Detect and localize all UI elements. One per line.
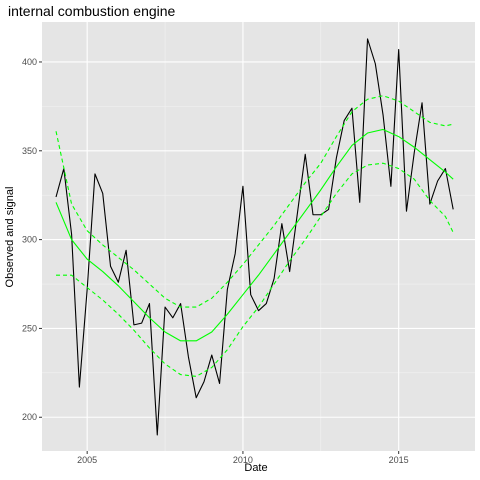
series-line-0 [55,38,454,436]
y-tick-label: 350 [22,146,37,156]
plot-panel [42,22,475,451]
y-tick-label: 300 [22,235,37,245]
series-line-1 [55,128,454,342]
y-tick-label: 400 [22,57,37,67]
x-tick-label: 2010 [233,455,253,465]
x-tick-label: 2005 [77,455,97,465]
chart-title: internal combustion engine [8,3,176,19]
y-tick-label: 200 [22,412,37,422]
x-axis-title: Date [244,462,267,474]
y-axis: 200 250 300 350 400 [22,57,42,422]
series-line-dashed-2 [55,95,454,308]
minor-gridlines [42,22,475,451]
major-gridlines [42,22,475,451]
y-axis-title: Observed and signal [4,187,16,288]
y-tick-label: 250 [22,323,37,333]
x-tick-label: 2015 [389,455,409,465]
x-axis: 2005 2010 2015 [77,451,409,465]
series-line-dashed-3 [56,162,454,377]
series-layer [55,38,454,436]
